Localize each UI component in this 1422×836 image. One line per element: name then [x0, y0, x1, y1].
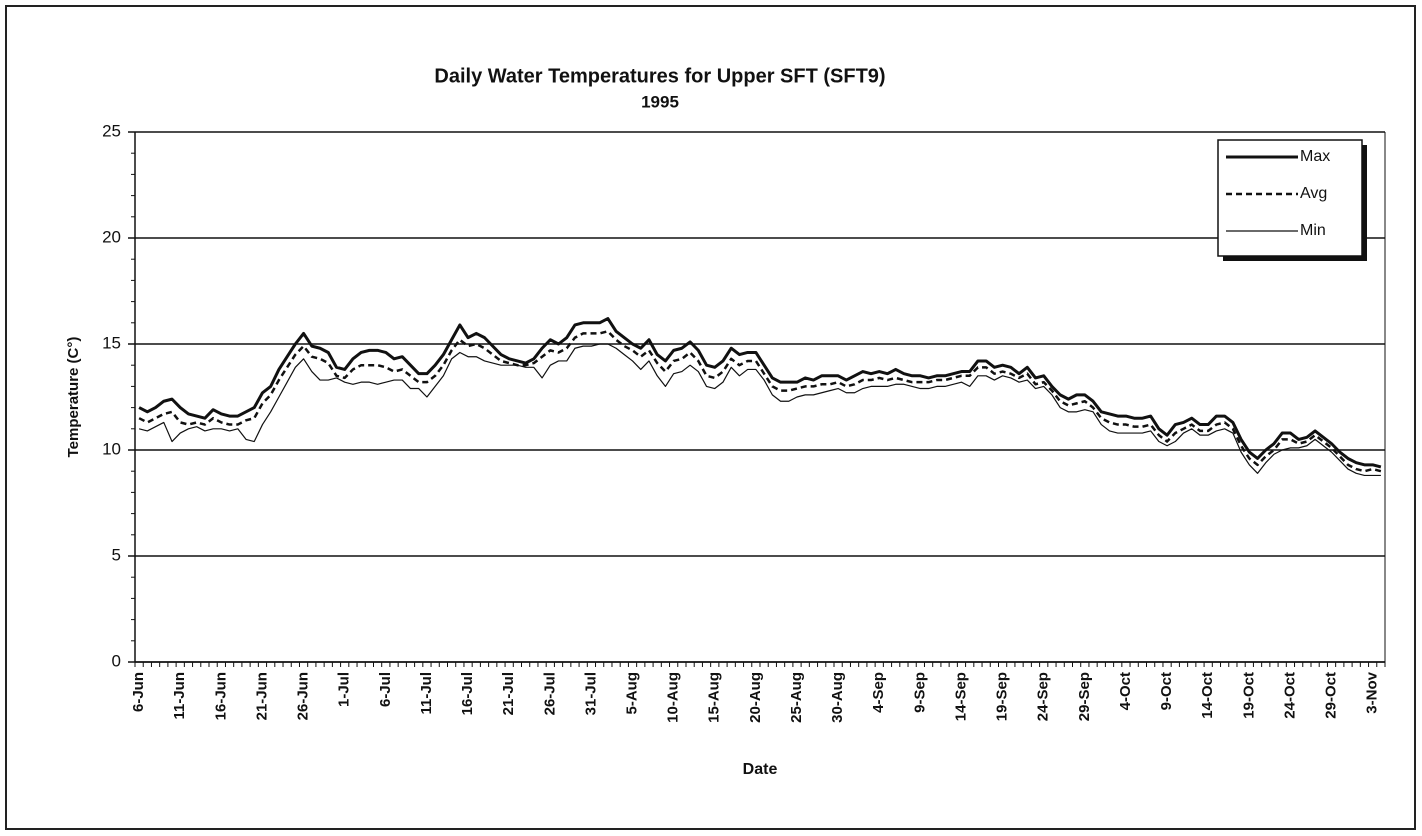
x-axis-label: Date	[743, 761, 778, 778]
chart-subtitle: 1995	[641, 92, 679, 111]
x-tick-label: 10-Aug	[665, 672, 682, 723]
x-tick-label: 15-Aug	[706, 672, 723, 723]
x-tick-label: 16-Jun	[212, 672, 229, 720]
x-tick-label: 24-Oct	[1281, 672, 1298, 719]
x-tick-label: 26-Jun	[295, 672, 312, 720]
x-tick-label: 25-Aug	[788, 672, 805, 723]
x-tick-label: 4-Sep	[870, 672, 887, 713]
legend-label: Min	[1300, 222, 1326, 239]
y-axis-label: Temperature (C°)	[65, 337, 82, 458]
y-tick-label: 5	[112, 545, 121, 564]
x-tick-label: 29-Oct	[1323, 672, 1340, 719]
line-max	[138, 317, 1382, 469]
x-tick-label: 19-Sep	[994, 672, 1011, 721]
y-tick-label: 0	[112, 651, 121, 670]
line-min	[138, 343, 1381, 477]
y-tick-label: 10	[102, 439, 121, 458]
x-tick-label: 6-Jun	[130, 672, 147, 712]
x-tick-label: 14-Oct	[1199, 672, 1216, 719]
legend-label: Avg	[1300, 185, 1327, 202]
x-tick-label: 24-Sep	[1035, 672, 1052, 721]
x-tick-label: 3-Nov	[1364, 671, 1381, 713]
x-tick-label: 21-Jun	[253, 672, 270, 720]
x-tick-label: 26-Jul	[541, 672, 558, 715]
y-tick-label: 20	[102, 227, 121, 246]
legend-label: Max	[1300, 148, 1330, 165]
x-tick-label: 9-Oct	[1158, 672, 1175, 710]
chart-border	[5, 5, 1416, 830]
y-tick-label: 15	[102, 333, 121, 352]
x-tick-label: 20-Aug	[747, 672, 764, 723]
x-tick-label: 4-Oct	[1117, 672, 1134, 710]
x-tick-label: 19-Oct	[1240, 672, 1257, 719]
x-tick-label: 6-Jul	[377, 672, 394, 707]
x-tick-label: 21-Jul	[500, 672, 517, 715]
x-tick-label: 14-Sep	[952, 672, 969, 721]
x-tick-label: 11-Jun	[171, 672, 188, 720]
x-tick-label: 1-Jul	[336, 672, 353, 707]
chart-title: Daily Water Temperatures for Upper SFT (…	[434, 65, 885, 87]
line-avg	[138, 330, 1382, 473]
x-tick-label: 31-Jul	[582, 672, 599, 715]
legend	[1217, 139, 1363, 257]
x-tick-label: 16-Jul	[459, 672, 476, 715]
x-tick-label: 5-Aug	[624, 672, 641, 715]
x-tick-label: 9-Sep	[911, 672, 928, 713]
y-tick-label: 25	[102, 121, 121, 140]
x-tick-label: 11-Jul	[418, 672, 435, 715]
x-tick-label: 30-Aug	[829, 672, 846, 723]
x-tick-label: 29-Sep	[1076, 672, 1093, 721]
